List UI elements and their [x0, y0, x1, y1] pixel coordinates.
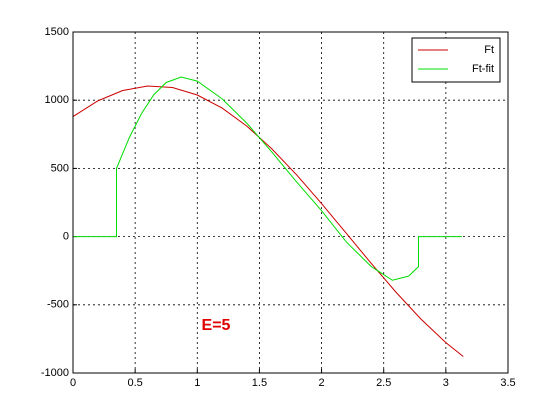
legend-label: Ft: [484, 44, 494, 56]
x-tick-label: 3.5: [500, 377, 515, 389]
y-tick-label: -1000: [41, 367, 69, 379]
y-tick-label: 1500: [45, 26, 69, 38]
y-tick-label: -500: [47, 299, 69, 311]
annotation: E=5: [202, 317, 231, 334]
legend: Ft Ft-fit: [411, 37, 501, 83]
x-tick-label: 2.5: [376, 377, 391, 389]
x-tick-label: 0.5: [127, 377, 142, 389]
plot-area: [73, 32, 508, 373]
legend-label: Ft-fit: [472, 63, 494, 75]
line: [73, 76, 463, 281]
x-tick-label: 1.5: [252, 377, 267, 389]
x-tick-label: 3: [443, 377, 449, 389]
y-tick-label: 0: [63, 231, 69, 243]
line: [72, 85, 464, 357]
axes-frame: [72, 31, 509, 374]
x-tick-label: 2: [319, 377, 325, 389]
y-tick-label: 500: [51, 162, 69, 174]
x-tick-label: 1: [194, 377, 200, 389]
legend-box: [411, 37, 501, 83]
lines: [72, 76, 464, 357]
y-tick-label: 1000: [45, 94, 69, 106]
x-tick-label: 0: [70, 377, 76, 389]
